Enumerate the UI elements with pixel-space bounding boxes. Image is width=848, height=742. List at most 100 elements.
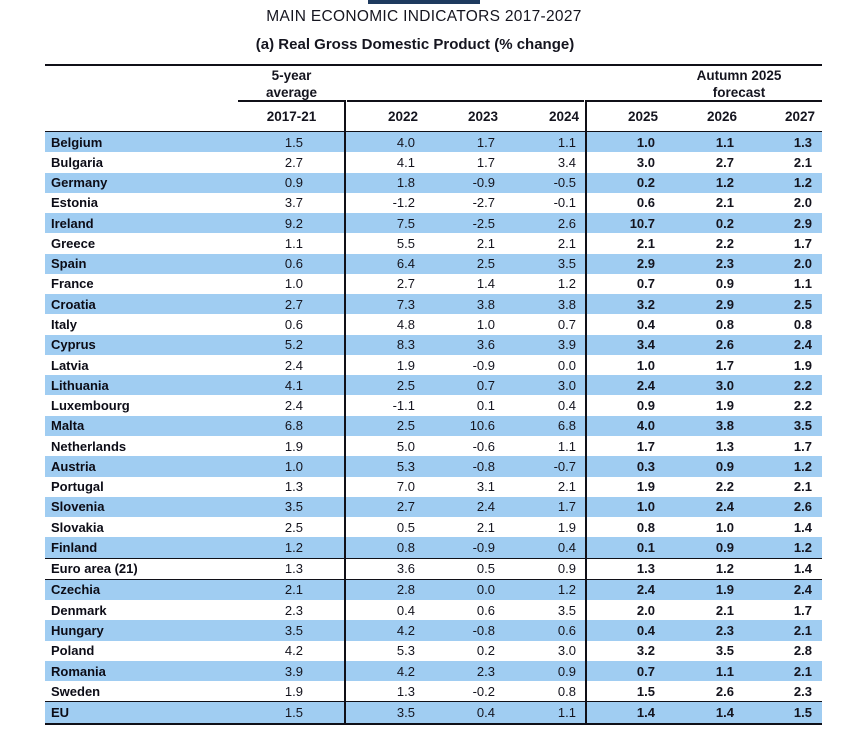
country-cell: Malta (51, 418, 85, 434)
year-header-2017-21: 2017-21 (266, 109, 317, 124)
value-cell: 2.2 (715, 235, 734, 251)
value-cell: 3.0 (636, 154, 655, 170)
year-header-2025: 2025 (627, 109, 658, 124)
value-cell: 0.0 (557, 357, 576, 373)
value-cell: 2.5 (396, 418, 415, 434)
value-cell: 1.0 (636, 499, 655, 515)
value-cell: 0.6 (476, 602, 495, 618)
group-header-average-line1: 5-year (271, 68, 312, 83)
value-cell: 1.3 (793, 134, 812, 150)
country-cell: Estonia (51, 195, 98, 211)
table-row: Luxembourg 2.4 -1.1 0.1 0.4 0.9 1.9 2.2 (45, 395, 822, 415)
country-cell: Slovenia (51, 499, 105, 515)
year-header-2024: 2024 (548, 109, 579, 124)
value-cell: 0.4 (396, 602, 415, 618)
table-row: Poland 4.2 5.3 0.2 3.0 3.2 3.5 2.8 (45, 641, 822, 661)
value-cell: 2.2 (793, 377, 812, 393)
country-cell: Netherlands (51, 438, 127, 454)
value-cell: -0.8 (472, 458, 495, 474)
value-cell: 2.4 (636, 582, 655, 598)
country-cell: Romania (51, 663, 106, 679)
value-cell: 1.1 (715, 663, 734, 679)
value-cell: 7.5 (396, 215, 415, 231)
value-cell: 3.8 (557, 296, 576, 312)
value-cell: 2.0 (793, 256, 812, 272)
country-cell: Slovakia (51, 519, 104, 535)
group-header-average-line2: average (265, 84, 318, 100)
table-row: Slovakia 2.5 0.5 2.1 1.9 0.8 1.0 1.4 (45, 517, 822, 537)
value-cell: 1.2 (715, 175, 734, 191)
value-cell: 3.7 (284, 195, 303, 211)
table-row: Estonia 3.7 -1.2 -2.7 -0.1 0.6 2.1 2.0 (45, 193, 822, 213)
value-cell: 2.9 (715, 296, 734, 312)
country-cell: Portugal (51, 479, 104, 495)
value-cell: 3.4 (636, 337, 655, 353)
table-row: Portugal 1.3 7.0 3.1 2.1 1.9 2.2 2.1 (45, 477, 822, 497)
value-cell: 3.6 (476, 337, 495, 353)
country-cell: Cyprus (51, 337, 96, 353)
value-cell: -1.2 (392, 195, 415, 211)
value-cell: 0.2 (636, 175, 655, 191)
value-cell: 5.5 (396, 235, 415, 251)
value-cell: 0.7 (636, 663, 655, 679)
value-cell: 4.0 (396, 134, 415, 150)
value-cell: 1.3 (284, 561, 303, 577)
value-cell: 5.3 (396, 643, 415, 659)
value-cell: 2.8 (396, 582, 415, 598)
table-row: Netherlands 1.9 5.0 -0.6 1.1 1.7 1.3 1.7 (45, 436, 822, 456)
value-cell: 1.2 (557, 582, 576, 598)
value-cell: 1.0 (476, 317, 495, 333)
table-row: Denmark 2.3 0.4 0.6 3.5 2.0 2.1 1.7 (45, 600, 822, 620)
value-cell: 2.1 (476, 519, 495, 535)
value-cell: 0.6 (284, 317, 303, 333)
table-row: Malta 6.8 2.5 10.6 6.8 4.0 3.8 3.5 (45, 415, 822, 436)
value-cell: -0.1 (553, 195, 576, 211)
value-cell: 2.9 (636, 256, 655, 272)
value-cell: 6.8 (284, 418, 303, 434)
table-row: France 1.0 2.7 1.4 1.2 0.7 0.9 1.1 (45, 274, 822, 294)
table-row: Croatia 2.7 7.3 3.8 3.8 3.2 2.9 2.5 (45, 294, 822, 315)
group-header-forecast-line1: Autumn 2025 (696, 68, 782, 83)
value-cell: 2.4 (793, 582, 812, 598)
value-cell: 0.7 (557, 317, 576, 333)
table-row: Hungary 3.5 4.2 -0.8 0.6 0.4 2.3 2.1 (45, 620, 822, 641)
value-cell: 1.4 (715, 705, 734, 721)
value-cell: 6.8 (557, 418, 576, 434)
table-row: Spain 0.6 6.4 2.5 3.5 2.9 2.3 2.0 (45, 253, 822, 274)
page-title: MAIN ECONOMIC INDICATORS 2017-2027 (266, 8, 582, 25)
value-cell: 5.0 (396, 438, 415, 454)
value-cell: 1.1 (557, 705, 576, 721)
table-row: Slovenia 3.5 2.7 2.4 1.7 1.0 2.4 2.6 (45, 496, 822, 518)
value-cell: 1.5 (284, 134, 303, 150)
table-row: Greece 1.1 5.5 2.1 2.1 2.1 2.2 1.7 (45, 233, 822, 253)
country-cell: Hungary (51, 623, 104, 638)
value-cell: 2.5 (284, 519, 303, 535)
value-cell: 1.9 (715, 398, 734, 414)
value-cell: 0.9 (715, 539, 734, 555)
value-cell: -0.2 (472, 683, 495, 699)
value-cell: 2.5 (476, 256, 495, 272)
value-cell: 1.0 (284, 458, 303, 474)
table-row: EU 1.5 3.5 0.4 1.1 1.4 1.4 1.5 (45, 701, 822, 723)
value-cell: 2.4 (284, 398, 303, 414)
value-cell: 1.7 (715, 357, 734, 373)
table-row: Euro area (21) 1.3 3.6 0.5 0.9 1.3 1.2 1… (45, 557, 822, 579)
value-cell: 3.8 (476, 296, 495, 312)
value-cell: 1.3 (284, 479, 303, 495)
year-header-2022: 2022 (387, 109, 418, 124)
table-row: Belgium 1.5 4.0 1.7 1.1 1.0 1.1 1.3 (45, 132, 822, 153)
value-cell: 2.1 (793, 479, 812, 495)
column-separator-right (585, 100, 587, 724)
value-cell: 1.9 (557, 519, 576, 535)
value-cell: -2.5 (472, 215, 495, 231)
value-cell: 1.9 (284, 683, 303, 699)
country-cell: Euro area (21) (51, 561, 138, 577)
country-cell: Greece (51, 235, 96, 251)
value-cell: 10.6 (469, 418, 495, 434)
top-accent-bar (368, 0, 480, 4)
value-cell: 2.1 (476, 235, 495, 251)
table-row: Finland 1.2 0.8 -0.9 0.4 0.1 0.9 1.2 (45, 537, 822, 558)
group-header-forecast-line2: forecast (712, 84, 766, 100)
value-cell: 3.2 (636, 296, 655, 312)
value-cell: 4.0 (636, 418, 655, 434)
